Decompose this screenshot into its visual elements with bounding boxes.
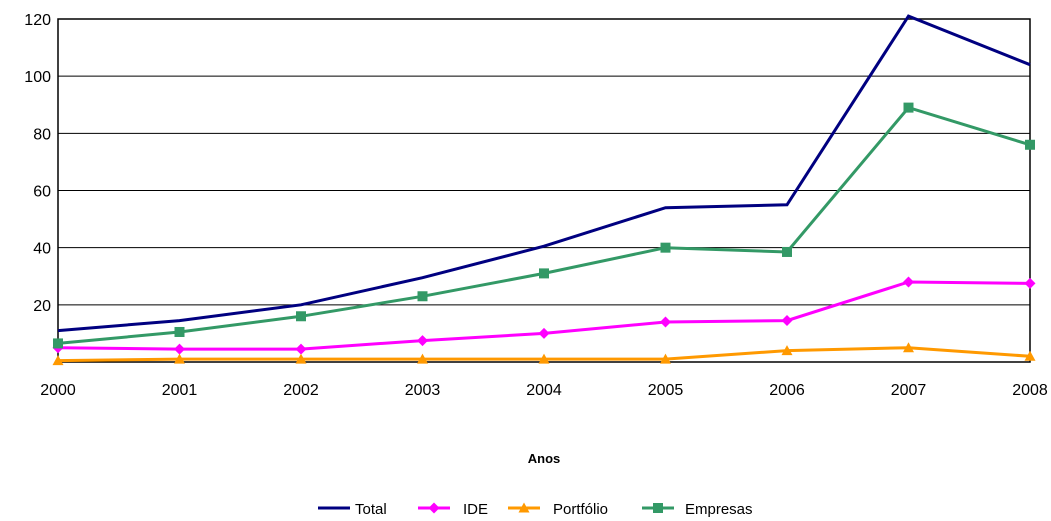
data-point (781, 345, 793, 356)
data-point (660, 316, 671, 328)
data-point (781, 315, 793, 327)
legend: Total IDE Portfólio Empresas (318, 501, 753, 518)
series-line (57, 14, 1031, 333)
data-point (295, 353, 307, 364)
y-tick-label: 60 (33, 184, 51, 201)
y-tick-label: 120 (24, 12, 51, 29)
x-axis-title: Anos (528, 451, 561, 466)
x-tick-label: 2000 (40, 382, 76, 399)
legend-label: IDE (463, 501, 488, 518)
data-point (1025, 139, 1035, 150)
data-point (417, 353, 428, 364)
legend-item: Portfólio (508, 501, 608, 518)
data-point (1024, 350, 1036, 361)
data-point (428, 502, 440, 514)
data-point (174, 343, 185, 355)
data-point (653, 503, 663, 513)
data-point (174, 353, 185, 364)
x-tick-label: 2005 (648, 382, 684, 399)
legend-label: Total (355, 501, 387, 518)
legend-item: Empresas (642, 501, 753, 518)
data-point (296, 311, 306, 322)
data-point (539, 268, 549, 279)
legend-label: Portfólio (553, 501, 608, 518)
series-line (57, 280, 1031, 351)
data-point (782, 246, 792, 257)
data-point (903, 102, 914, 113)
legend-item: IDE (418, 501, 488, 518)
legend-label: Empresas (685, 501, 753, 518)
legend-item: Total (318, 501, 387, 518)
x-tick-label: 2001 (162, 382, 198, 399)
x-tick-label: 2008 (1012, 382, 1048, 399)
x-tick-label: 2006 (769, 382, 805, 399)
data-point (538, 327, 550, 339)
data-point (538, 353, 550, 364)
data-point (518, 502, 530, 513)
y-tick-label: 20 (33, 298, 51, 315)
series-portfolio (52, 342, 1036, 366)
data-point (417, 291, 428, 302)
data-point (660, 242, 671, 253)
y-tick-label: 80 (33, 126, 51, 143)
y-tick-label: 100 (24, 69, 51, 86)
gridlines (58, 18, 1030, 306)
data-point (660, 353, 671, 364)
x-axis-tick-labels: 2000 2001 2002 2003 2004 2005 2006 2007 2008 (40, 382, 1048, 399)
series-ide (52, 276, 1036, 355)
series-line (57, 105, 1031, 345)
data-point (417, 335, 428, 347)
data-point (52, 355, 64, 366)
data-point (1024, 277, 1036, 289)
x-tick-label: 2004 (526, 382, 562, 399)
data-point (53, 338, 63, 349)
series-total (57, 14, 1031, 333)
series-empresas (53, 102, 1035, 349)
y-axis-tick-labels: 20 40 60 80 100 120 (24, 12, 51, 315)
y-tick-label: 40 (33, 241, 51, 258)
x-tick-label: 2002 (283, 382, 319, 399)
series-lines (52, 14, 1036, 366)
data-point (903, 342, 914, 353)
data-point (295, 343, 307, 355)
data-point (174, 326, 185, 337)
x-tick-label: 2003 (405, 382, 441, 399)
data-point (903, 276, 914, 288)
x-tick-label: 2007 (891, 382, 927, 399)
